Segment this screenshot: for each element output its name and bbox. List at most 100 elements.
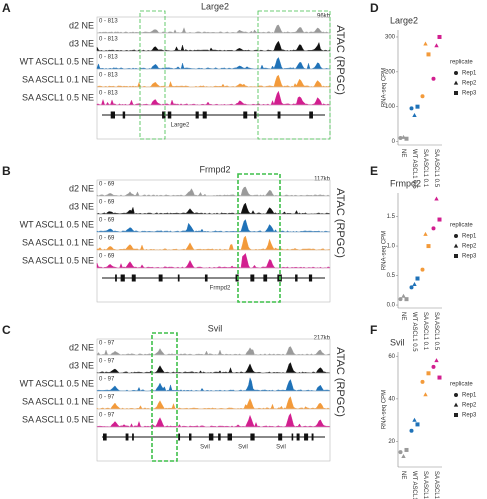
exon [227,433,233,441]
point [437,375,442,380]
point [409,106,414,111]
signal-track [96,57,331,70]
legend-title: replicate [450,60,473,66]
point [431,364,436,369]
legend-marker [454,393,458,397]
legend-title: replicate [450,382,473,388]
point [404,136,409,141]
legend-marker [454,234,458,238]
point [415,104,420,109]
track-range: 0 - 813 [99,37,118,43]
track-label: SA ASCL1 0.5 NE [22,92,94,102]
legend-label: Rep1 [462,71,477,77]
gene-name: Large2 [171,123,190,129]
signal-track [96,219,331,233]
y-tick-label: 20 [388,439,395,445]
y-tick-label: 100 [385,104,396,110]
signal-track [96,186,331,197]
panel-letter: F [370,323,377,337]
signal-track [96,362,331,374]
x-tick-label: SA ASCL1 0.1 [422,149,428,188]
track-label: d3 NE [69,360,94,370]
chart-title: Large2 [390,15,418,25]
legend-marker [453,80,459,85]
signal-track [96,90,331,106]
exon [195,111,199,119]
signal-track [96,235,331,251]
track-frame [96,179,331,303]
chart-title: Svil [390,337,405,347]
point [423,392,428,397]
track-range: 0 - 813 [99,19,118,25]
x-tick-label: SA ASCL1 0.1 [422,312,428,351]
x-tick-label: SA ASCL1 0.5 [433,149,439,188]
track-frame [96,338,331,462]
exon [103,433,107,441]
track-range: 0 - 69 [99,254,115,260]
point [423,231,428,236]
track-range: 0 - 97 [99,377,115,383]
exon [167,111,172,119]
panel-letter: A [2,1,11,15]
point [409,428,414,433]
point [404,447,409,452]
legend-label: Rep1 [462,393,477,399]
point [420,94,425,99]
signal-track [96,346,331,356]
signal-track [96,202,331,215]
track-range: 0 - 97 [99,413,115,419]
panel-letter: C [2,323,11,337]
exon [131,274,136,282]
exon [158,274,163,282]
legend-label: Rep3 [462,91,477,97]
legend-label: Rep1 [462,234,477,240]
exon [250,274,255,282]
signal-track [96,74,331,88]
gene-name: Svil [276,445,286,451]
y-tick-label: 1.0 [387,244,396,250]
signal-track [96,413,331,428]
gene-name: Svil [238,445,248,451]
exon [311,433,314,441]
exon [296,433,300,441]
track-range: 0 - 69 [99,182,115,188]
chart-title: Frmpd2 [390,178,421,188]
track-range: 0 - 69 [99,236,115,242]
legend-marker [454,71,458,75]
exon [177,274,180,282]
x-tick-label: WT ASCL1 0.5 [411,312,417,352]
point [423,41,428,46]
track-label: d2 NE [69,342,94,352]
track-frame [96,16,331,140]
track-label: SA ASCL1 0.5 NE [22,255,94,265]
panel-letter: B [2,164,11,178]
point [434,358,439,363]
point [426,52,431,57]
x-tick-label: NE [400,149,406,157]
point [412,282,417,287]
signal-track [96,24,330,34]
point [409,285,414,290]
legend-marker [454,91,458,95]
signal-track [96,377,331,392]
x-tick-label: NE [400,471,406,479]
y-tick-label: 0.5 [387,273,396,279]
scale-label: 96kb [317,14,331,20]
legend-label: Rep3 [462,413,477,419]
track-range: 0 - 69 [99,200,115,206]
exon [308,274,313,282]
exon [277,111,281,119]
exon [304,433,309,441]
track-range: 0 - 97 [99,359,115,365]
point [415,422,420,427]
y-axis-label: RNA-seq CPM [382,390,388,429]
exon [208,433,214,441]
axis-label: ATAC (RPGC) [334,347,346,417]
point [401,453,406,458]
track-range: 0 - 813 [99,73,118,79]
exon [263,274,268,282]
signal-track [96,396,331,410]
x-tick-label: WT ASCL1 0.5 [411,471,417,499]
legend-label: Rep2 [462,81,477,87]
axis-label: ATAC (RPGC) [334,188,346,258]
